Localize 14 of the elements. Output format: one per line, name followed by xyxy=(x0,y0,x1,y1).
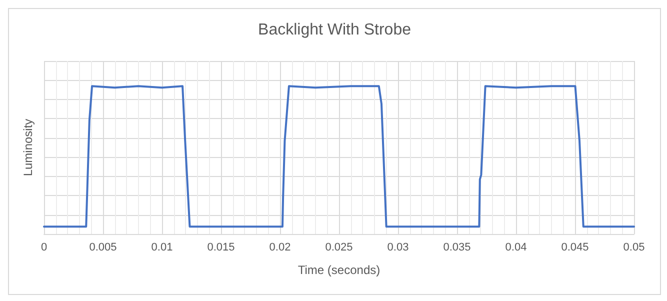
x-tick-label: 0.03 xyxy=(387,242,409,254)
x-tick-label: 0.025 xyxy=(325,242,353,254)
x-tick-label: 0.005 xyxy=(89,242,117,254)
x-tick-label: 0 xyxy=(40,242,48,254)
x-tick-label: 0.04 xyxy=(505,242,527,254)
x-tick-label: 0.045 xyxy=(561,242,589,254)
chart-title: Backlight With Strobe xyxy=(258,22,412,38)
y-axis-title: Luminosity xyxy=(21,118,35,176)
x-tick-label: 0.035 xyxy=(443,242,471,254)
x-axis-title: Time (seconds) xyxy=(298,263,380,277)
x-tick-label: 0.05 xyxy=(623,242,645,254)
x-tick-label: 0.015 xyxy=(207,242,235,254)
x-tick-label: 0.02 xyxy=(269,242,291,254)
x-tick-label: 0.01 xyxy=(151,242,173,254)
